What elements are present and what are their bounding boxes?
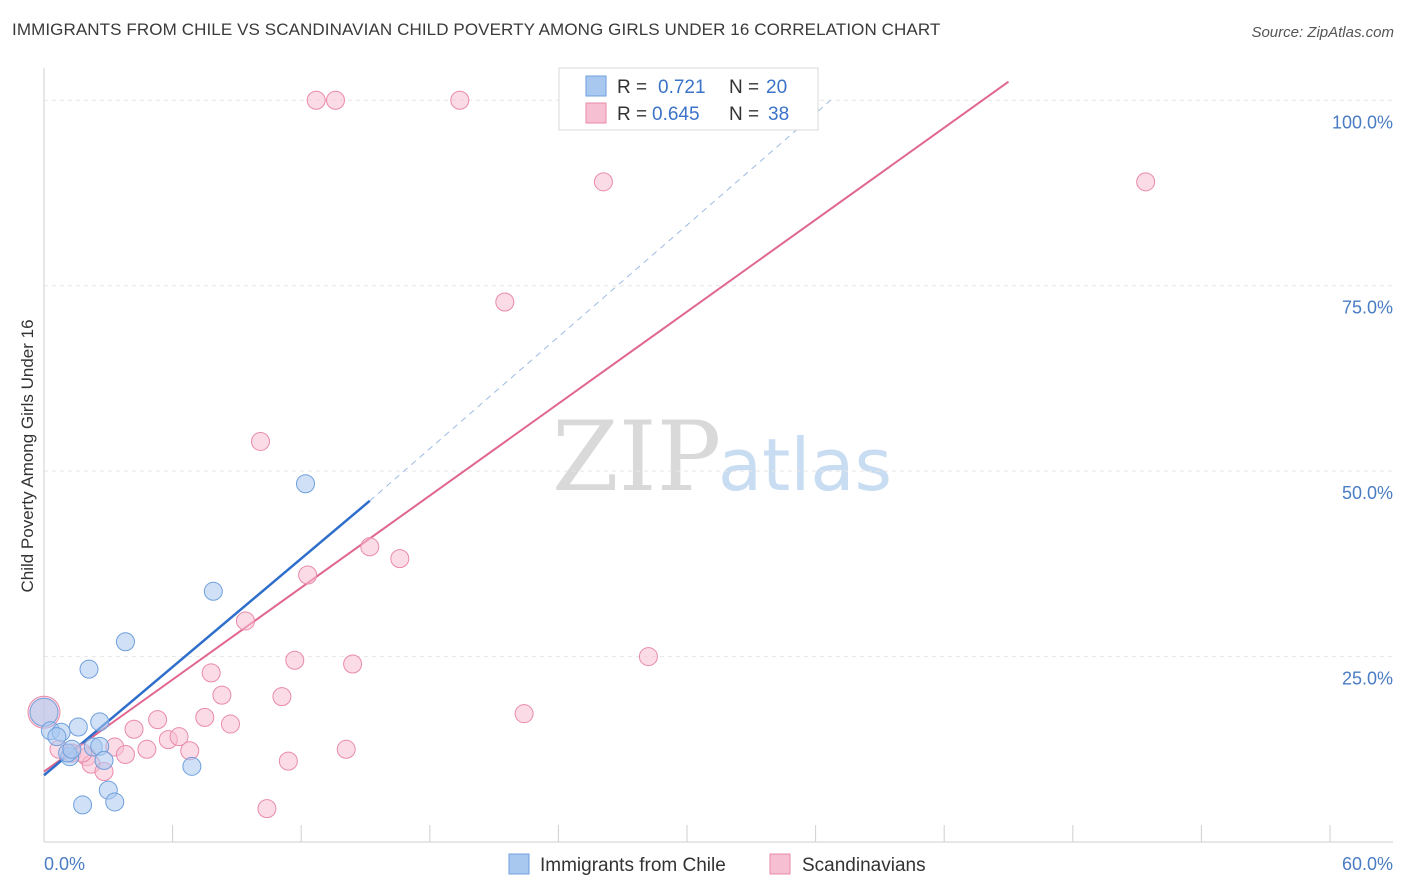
point-scandinavians-32	[495, 292, 515, 312]
point-scandinavians-9	[137, 739, 157, 759]
point-scandinavians-22	[278, 751, 298, 771]
point-scandinavians-21	[272, 687, 292, 707]
point-scandinavians-18	[235, 611, 255, 631]
point-scandinavians-29	[360, 537, 380, 557]
point-chile-13	[105, 792, 125, 812]
point-scandinavians-25	[306, 90, 326, 110]
point-scandinavians-20	[257, 799, 277, 819]
point-scandinavians-33	[514, 704, 534, 724]
trend-line-chile-extension	[369, 99, 831, 502]
y-axis-label: Child Poverty Among Girls Under 16	[18, 319, 37, 592]
correlation-legend: R = 0.721 N = 20 R = 0.645 N = 38	[558, 67, 819, 131]
point-scandinavians-27	[336, 739, 356, 759]
point-scandinavians-35	[638, 647, 658, 667]
legend-swatch-chile	[585, 75, 607, 97]
point-scandinavians-31	[450, 90, 470, 110]
point-scandinavians-34	[593, 172, 613, 192]
series-legend: Immigrants from Chile Scandinavians	[508, 853, 926, 876]
legend-swatch-scandinavians	[585, 102, 607, 124]
point-scandinavians-36	[1136, 172, 1156, 192]
grid	[44, 99, 1393, 658]
series-legend-swatch-chile	[508, 853, 530, 875]
point-chile-15	[182, 756, 202, 776]
point-scandinavians-8	[124, 719, 144, 739]
point-chile-10	[94, 750, 114, 770]
point-chile-18	[62, 739, 82, 759]
series-legend-label-chile: Immigrants from Chile	[540, 855, 726, 876]
point-chile-14	[115, 632, 135, 652]
y-tick-labels: 25.0% 50.0% 75.0% 100.0%	[1332, 112, 1393, 688]
chart-source: Source: ZipAtlas.com	[1251, 24, 1394, 41]
data-points	[27, 90, 1156, 819]
watermark-atlas: atlas	[718, 423, 892, 507]
point-chile-17	[295, 474, 315, 494]
watermark-zip: ZIP	[552, 401, 721, 513]
point-scandinavians-12	[169, 727, 189, 747]
point-scandinavians-19	[250, 431, 270, 451]
point-chile-12	[73, 795, 93, 815]
x-tick-label-min: 0.0%	[44, 854, 85, 874]
point-scandinavians-10	[148, 710, 168, 730]
legend-n-value-scandinavians: 38	[768, 104, 789, 125]
legend-n-value-chile: 20	[766, 77, 787, 98]
trend-line-scandinavians	[43, 80, 1010, 773]
point-scandinavians-23	[285, 650, 305, 670]
point-scandinavians-30	[390, 549, 410, 569]
point-chile-6	[79, 659, 99, 679]
chart-title: IMMIGRANTS FROM CHILE VS SCANDINAVIAN CH…	[12, 20, 941, 39]
point-scandinavians-17	[220, 714, 240, 734]
legend-r-label-chile: R =	[617, 77, 647, 98]
y-tick-label-1: 50.0%	[1342, 483, 1393, 503]
point-scandinavians-28	[343, 654, 363, 674]
point-scandinavians-24	[298, 565, 318, 585]
point-chile-19	[47, 727, 67, 747]
trend-line-chile	[43, 499, 371, 777]
legend-r-value-chile: 0.721	[658, 77, 706, 98]
y-tick-label-2: 75.0%	[1342, 298, 1393, 318]
legend-n-label-scandinavians: N =	[729, 104, 759, 125]
point-scandinavians-26	[325, 90, 345, 110]
legend-n-label-chile: N =	[729, 77, 759, 98]
legend-r-label-scandinavians: R =	[617, 104, 647, 125]
y-tick-label-0: 25.0%	[1342, 669, 1393, 689]
series-legend-swatch-scandinavians	[769, 853, 791, 875]
legend-r-value-scandinavians: 0.645	[652, 104, 700, 125]
x-tick-label-max: 60.0%	[1342, 854, 1393, 874]
watermark: ZIP atlas	[552, 401, 892, 513]
point-chile-5	[68, 717, 88, 737]
point-scandinavians-15	[201, 663, 221, 683]
point-scandinavians-13	[180, 741, 200, 761]
y-tick-label-3: 100.0%	[1332, 112, 1393, 132]
point-scandinavians-7	[115, 744, 135, 764]
series-legend-label-scandinavians: Scandinavians	[802, 855, 926, 876]
point-scandinavians-14	[195, 707, 215, 727]
point-chile-9	[90, 712, 110, 732]
point-scandinavians-16	[212, 685, 232, 705]
point-chile-16	[203, 581, 223, 601]
